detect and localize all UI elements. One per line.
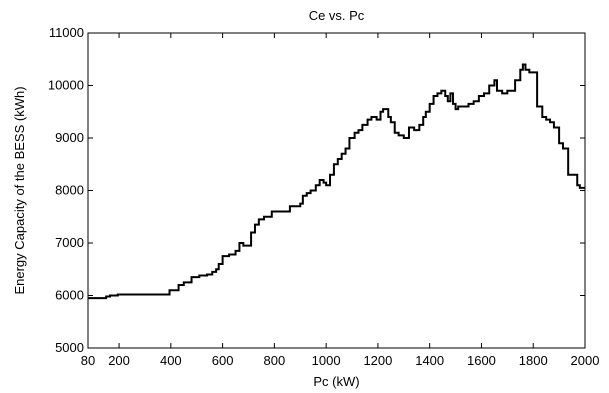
x-tick-label: 800	[264, 353, 286, 368]
x-tick-label: 80	[81, 353, 95, 368]
x-tick-label: 200	[108, 353, 130, 368]
series-line	[88, 63, 585, 300]
x-tick-label: 400	[160, 353, 182, 368]
plot-frame	[87, 32, 586, 349]
x-tick-label: 600	[212, 353, 234, 368]
y-tick-label: 5000	[55, 340, 84, 355]
x-tick-label: 1000	[312, 353, 341, 368]
x-tick-label: 1800	[519, 353, 548, 368]
y-axis-title: Energy Capacity of the BESS (kWh)	[12, 86, 27, 294]
chart-title: Ce vs. Pc	[309, 8, 365, 23]
x-tick-label: 1400	[415, 353, 444, 368]
y-tick-label: 10000	[48, 78, 84, 93]
ticks: 80 200 400 600 800 1000 1200 1400 1600 1800 2000 50…	[48, 25, 600, 368]
x-tick-label: 1600	[467, 353, 496, 368]
y-tick-label: 8000	[55, 183, 84, 198]
y-tick-label: 6000	[55, 288, 84, 303]
y-tick-label: 7000	[55, 235, 84, 250]
x-tick-label: 2000	[571, 353, 600, 368]
x-tick-label: 1200	[363, 353, 392, 368]
y-tick-label: 11000	[49, 25, 84, 40]
x-axis-title: Pc (kW)	[313, 374, 359, 389]
y-tick-label: 9000	[55, 130, 84, 145]
